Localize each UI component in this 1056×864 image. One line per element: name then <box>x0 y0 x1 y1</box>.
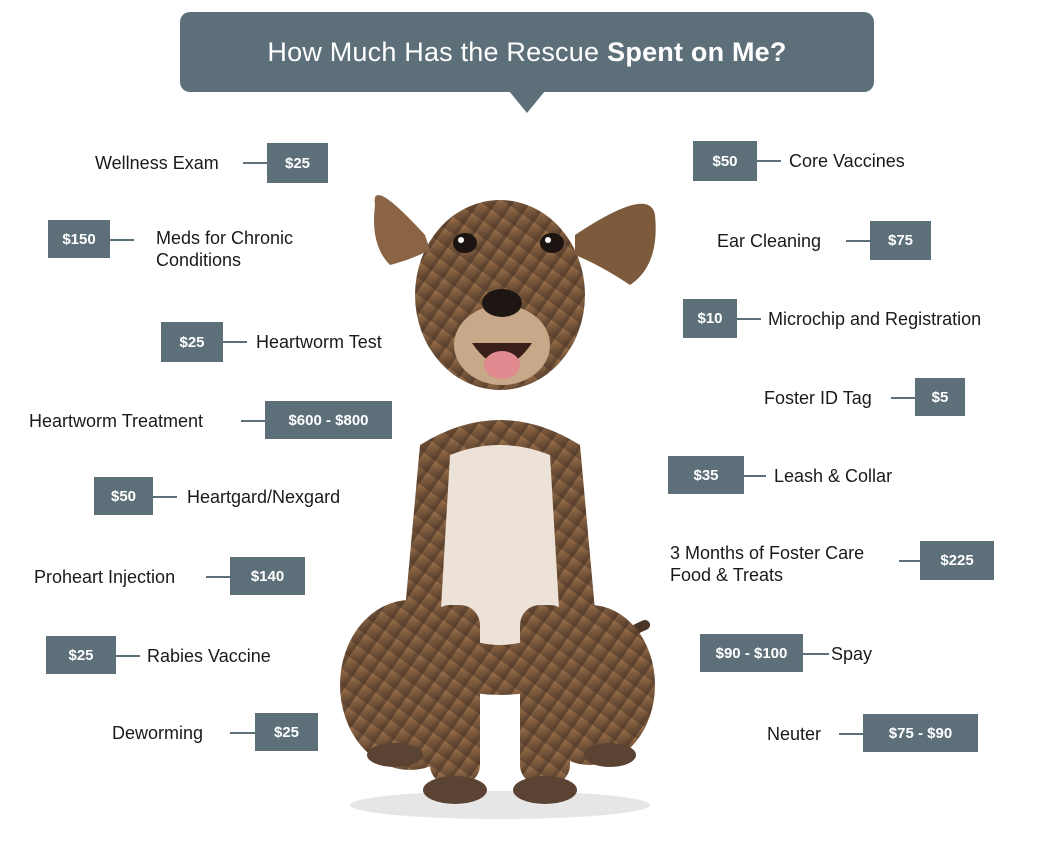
item-label: Leash & Collar <box>774 466 893 486</box>
price-badge: $25 <box>46 636 116 674</box>
item-heartworm-treatment: Heartworm Treatment $600 - $800 <box>29 401 394 441</box>
connector-line <box>230 732 255 734</box>
title-banner: How Much Has the Rescue Spent on Me? <box>180 12 874 92</box>
item-rabies: $25 Rabies Vaccine <box>46 636 306 676</box>
item-foster-id-tag: Foster ID Tag $5 <box>764 378 969 418</box>
connector-line <box>737 318 761 320</box>
puppy-image <box>340 195 656 819</box>
item-label: Rabies Vaccine <box>147 646 271 666</box>
price-badge: $75 <box>870 221 931 260</box>
item-label: Ear Cleaning <box>717 231 822 251</box>
item-wellness-exam: Wellness Exam $25 <box>95 143 330 183</box>
item-neuter: Neuter $75 - $90 <box>767 714 982 754</box>
price-badge: $35 <box>668 456 744 494</box>
price-badge: $50 <box>94 477 153 515</box>
item-microchip: $10 Microchip and Registration <box>683 299 1028 339</box>
item-label: Proheart Injection <box>34 567 176 587</box>
item-label: Heartworm Test <box>256 332 382 352</box>
item-label: Microchip and Registration <box>768 309 982 329</box>
item-label: Neuter <box>767 724 822 744</box>
item-heartgard: $50 Heartgard/Nexgard <box>94 477 384 517</box>
connector-line <box>153 496 177 498</box>
connector-line <box>206 576 230 578</box>
connector-line <box>757 160 781 162</box>
connector-line <box>899 560 920 562</box>
item-label: Spay <box>831 644 873 664</box>
connector-line <box>744 475 766 477</box>
connector-line <box>241 420 265 422</box>
price-badge: $50 <box>693 141 757 181</box>
price-badge: $75 - $90 <box>863 714 978 752</box>
connector-line <box>116 655 140 657</box>
connector-line <box>846 240 870 242</box>
item-label: Core Vaccines <box>789 151 905 171</box>
price-badge: $5 <box>915 378 965 416</box>
price-badge: $225 <box>920 541 994 580</box>
connector-line <box>803 653 829 655</box>
price-badge: $90 - $100 <box>700 634 803 672</box>
price-badge: $25 <box>267 143 328 183</box>
price-badge: $25 <box>161 322 223 362</box>
price-badge: $150 <box>48 220 110 258</box>
price-badge: $25 <box>255 713 318 751</box>
title-pointer <box>509 91 545 113</box>
item-core-vaccines: $50 Core Vaccines <box>693 141 933 181</box>
connector-line <box>110 239 134 241</box>
connector-line <box>223 341 247 343</box>
item-leash-collar: $35 Leash & Collar <box>668 456 918 496</box>
item-label: Heartgard/Nexgard <box>187 487 341 507</box>
item-label: Heartworm Treatment <box>29 411 204 431</box>
title-bold: Spent on Me? <box>607 36 787 67</box>
connector-line <box>891 397 915 399</box>
item-spay: $90 - $100 Spay <box>700 634 890 674</box>
item-ear-cleaning: Ear Cleaning $75 <box>717 221 932 261</box>
connector-line <box>243 162 267 164</box>
price-badge: $600 - $800 <box>265 401 392 439</box>
item-label: Wellness Exam <box>95 153 219 173</box>
title-regular: How Much Has the Rescue <box>267 36 600 67</box>
item-deworming: Deworming $25 <box>112 713 322 753</box>
item-proheart: Proheart Injection $140 <box>34 557 309 597</box>
item-label: Deworming <box>112 723 204 743</box>
item-label: Meds for Chronic Conditions <box>156 228 294 270</box>
price-badge: $10 <box>683 299 737 338</box>
price-badge: $140 <box>230 557 305 595</box>
item-heartworm-test: $25 Heartworm Test <box>161 322 411 362</box>
connector-line <box>839 733 863 735</box>
item-label: Foster ID Tag <box>764 388 872 408</box>
item-meds-chronic: $150 Meds for Chronic Conditions <box>48 220 328 270</box>
item-foster-care: 3 Months of Foster Care Food & Treats $2… <box>670 541 1000 589</box>
item-label: 3 Months of Foster Care Food & Treats <box>670 543 865 585</box>
